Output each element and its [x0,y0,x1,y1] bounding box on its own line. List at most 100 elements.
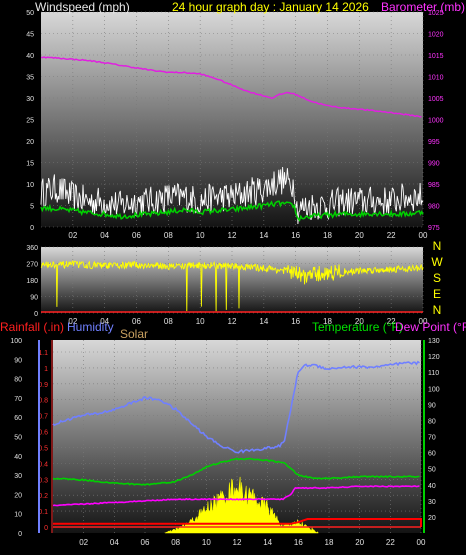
barometer-tick-label: 1025 [428,10,444,17]
direction-tick-label: 90 [30,295,38,302]
humidity-tick-label: 10 [14,512,22,519]
x-tick-label: 00 [419,317,428,326]
rainfall-tick-label: 0.4 [38,461,48,468]
windspeed-axis-label: Windspeed (mph) [35,0,130,14]
x-tick-label: 14 [259,317,268,326]
windspeed-tick-label: 15 [26,161,34,168]
temperature-tick-label: 120 [428,354,440,361]
barometer-tick-label: 995 [428,139,440,146]
x-tick-label: 20 [355,538,364,547]
barometer-tick-label: 985 [428,182,440,189]
windspeed-tick-label: 35 [26,75,34,82]
humidity-tick-label: 100 [10,338,22,345]
humidity-tick-label: 30 [14,473,22,480]
dew-point-line [52,485,420,507]
temperature-tick-label: 30 [428,499,436,506]
temperature-tick-label: 100 [428,386,440,393]
x-tick-label: 18 [323,231,332,240]
windspeed-tick-label: 20 [26,139,34,146]
x-tick-label: 22 [387,317,396,326]
direction-tick-label: 360 [26,245,38,252]
barometer-line [40,56,422,118]
x-tick-label: 04 [100,231,109,240]
barometer-tick-label: 975 [428,225,440,232]
humidity-line [52,360,420,454]
rainfall-tick-label: 1 [44,366,48,373]
humidity-tick-label: 40 [14,454,22,461]
barometer-tick-label: 1015 [428,53,444,60]
compass-label: N [433,303,442,317]
rainfall-line [53,518,422,527]
temperature-tick-label: 80 [428,418,436,425]
rainfall-axis-ticks: 0 0.1 0.2 0.3 0.4 0.5 0.6 0.7 0.8 0.9 1 1.1 [38,350,48,532]
x-tick-label: 08 [164,231,173,240]
compass-label: W [431,255,443,269]
humidity-axis-ticks: 0 10 20 30 40 50 60 70 80 90 100 [10,338,22,538]
temperature-tick-label: 110 [428,370,439,377]
barometer-tick-label: 1005 [428,96,444,103]
chart-title: 24 hour graph day : January 14 2026 [172,0,369,14]
climate-panel-x-ticks: 02 04 06 08 10 12 14 16 18 20 22 00 [79,538,426,547]
temperature-line [52,457,420,486]
barometer-tick-label: 980 [428,204,440,211]
temperature-tick-label: 50 [428,467,436,474]
temperature-tick-label: 90 [428,402,436,409]
x-tick-label: 14 [259,231,268,240]
x-tick-label: 00 [419,231,428,240]
x-tick-label: 10 [196,231,205,240]
humidity-tick-label: 20 [14,492,22,499]
x-tick-label: 06 [141,538,150,547]
windspeed-tick-label: 40 [26,53,34,60]
rainfall-tick-label: 0 [44,525,48,532]
humidity-tick-label: 60 [14,415,22,422]
x-tick-label: 06 [132,231,141,240]
x-tick-label: 16 [291,317,300,326]
x-tick-label: 02 [68,231,77,240]
compass-label: E [433,287,441,301]
x-tick-label: 08 [171,538,180,547]
compass-label: N [433,239,442,253]
humidity-tick-label: 80 [14,377,22,384]
rainfall-axis-label: Rainfall (.in) [0,320,64,334]
x-tick-label: 06 [132,317,141,326]
x-tick-label: 20 [355,231,364,240]
dew-point-axis-label: Dew Point (°F) [395,320,466,334]
windspeed-tick-label: 50 [26,10,34,17]
barometer-tick-label: 1010 [428,75,444,82]
direction-panel-series [40,260,424,313]
x-tick-label: 22 [386,538,395,547]
x-tick-label: 14 [263,538,272,547]
temperature-tick-label: 130 [428,338,440,345]
x-tick-label: 16 [291,231,300,240]
humidity-tick-label: 70 [14,396,22,403]
windspeed-tick-label: 25 [26,118,34,125]
direction-axis-ticks: 0 90 180 270 360 [26,245,38,318]
x-tick-label: 04 [100,317,109,326]
windspeed-tick-label: 30 [26,96,34,103]
temperature-tick-label: 60 [428,451,436,458]
x-tick-label: 22 [387,231,396,240]
rainfall-tick-label: 0.9 [38,382,48,389]
direction-panel-grid [41,246,424,314]
windspeed-tick-label: 10 [26,182,34,189]
temperature-tick-label: 70 [428,435,436,442]
x-tick-label: 12 [233,538,242,547]
rainfall-tick-label: 0.5 [38,445,48,452]
x-tick-label: 18 [323,317,332,326]
rainfall-tick-label: 0.1 [38,509,48,516]
humidity-axis-label: Humidity [67,320,114,334]
x-tick-label: 08 [164,317,173,326]
direction-panel-x-ticks: 02 04 06 08 10 12 14 16 18 20 22 00 [68,317,428,326]
windspeed-tick-label: 0 [30,225,34,232]
humidity-tick-label: 0 [18,531,22,538]
windspeed-tick-label: 5 [30,204,34,211]
windspeed-axis-ticks: 0 5 10 15 20 25 30 35 40 45 50 [26,10,34,232]
rainfall-tick-label: 0.3 [38,477,48,484]
x-tick-label: 00 [417,538,426,547]
temperature-tick-label: 20 [428,515,436,522]
x-tick-label: 02 [79,538,88,547]
x-tick-label: 04 [110,538,119,547]
wind-average-line [40,200,424,222]
